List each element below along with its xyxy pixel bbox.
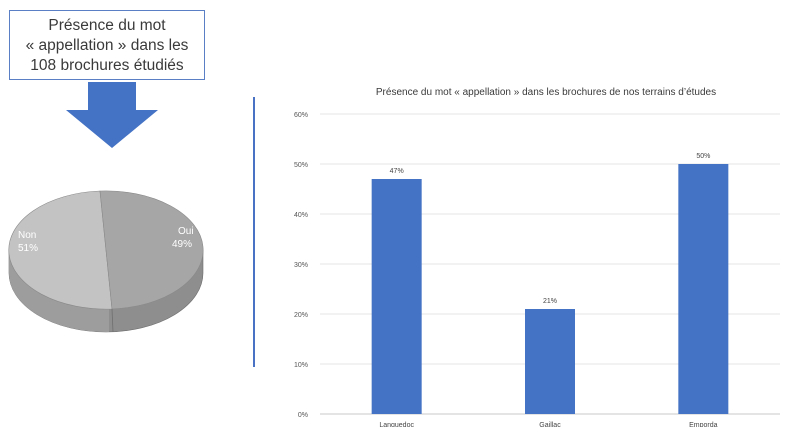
pie-slice-oui (99, 190, 204, 310)
bar-emporda (678, 164, 729, 414)
bar-languedoc (371, 179, 422, 414)
pie-label-oui: Oui (178, 226, 194, 237)
bar-data-label: 50% (696, 153, 710, 160)
y-tick-label: 60% (294, 112, 308, 119)
x-tick-label: Gaillac (539, 422, 561, 427)
y-axis-ticks: 0% 10% 20% 30% 40% 50% 60% (294, 112, 308, 419)
bar-gaillac (525, 309, 575, 414)
summary-title-box: Présence du mot « appellation » dans les… (9, 10, 205, 80)
summary-title-line-2: « appellation » dans les (25, 37, 189, 54)
pie-slice-non (8, 190, 113, 310)
pie-label-non: Non (18, 230, 36, 241)
y-tick-label: 50% (294, 162, 308, 169)
chart-title: Présence du mot « appellation » dans les… (376, 87, 716, 98)
bar-chart: Présence du mot « appellation » dans les… (294, 87, 780, 427)
bar-data-label: 21% (543, 298, 557, 305)
chart-bars: 47% Languedoc 21% Gaillac 50% Emporda (371, 153, 729, 427)
summary-title-line-3: 108 brochures étudiés (30, 57, 184, 74)
pie-value-oui: 49% (172, 239, 192, 250)
y-tick-label: 30% (294, 262, 308, 269)
y-tick-label: 10% (294, 362, 308, 369)
y-tick-label: 0% (298, 412, 308, 419)
y-tick-label: 40% (294, 212, 308, 219)
x-tick-label: Emporda (689, 422, 718, 427)
down-arrow-icon (66, 82, 158, 148)
x-tick-label: Languedoc (379, 422, 414, 427)
bar-data-label: 47% (390, 168, 404, 175)
pie-depth-non (8, 250, 110, 333)
summary-title-line-1: Présence du mot (48, 17, 166, 34)
y-tick-label: 20% (294, 312, 308, 319)
pie-chart: Non 51% Oui 49% (8, 190, 204, 333)
pie-value-non: 51% (18, 243, 38, 254)
vertical-divider (253, 97, 255, 367)
